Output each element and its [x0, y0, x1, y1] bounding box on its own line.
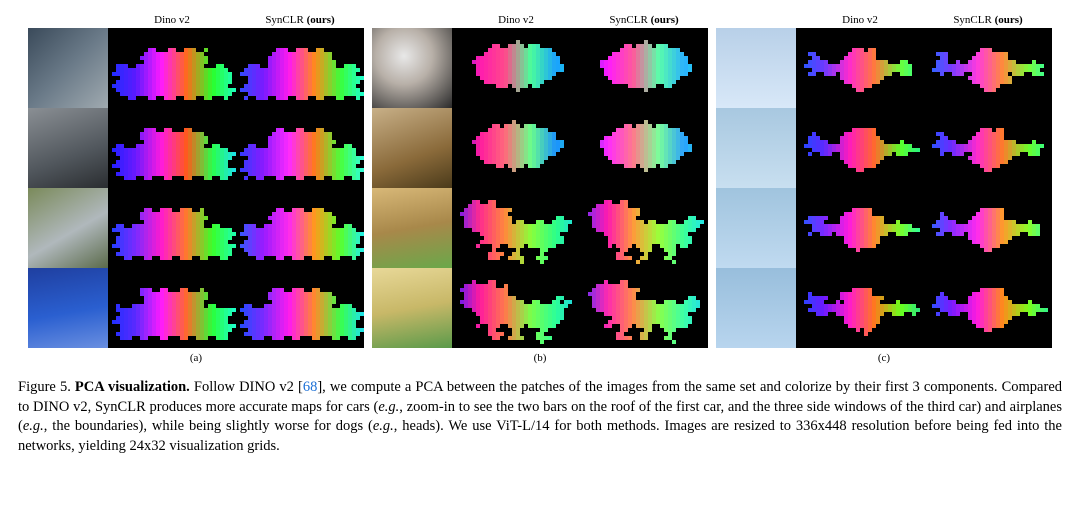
- pca-visualization: [580, 108, 708, 188]
- pca-visualization: [580, 268, 708, 348]
- pca-visualization: [796, 108, 924, 188]
- panel-header: Dino v2SynCLR (ours): [28, 14, 364, 26]
- source-image: [716, 28, 796, 108]
- pca-visualization: [236, 268, 364, 348]
- pca-visualization: [924, 188, 1052, 268]
- source-image: [372, 188, 452, 268]
- panel-label: (a): [190, 352, 202, 364]
- pca-visualization: [452, 28, 580, 108]
- pca-visualization: [580, 188, 708, 268]
- pca-visualization: [796, 28, 924, 108]
- pca-visualization: [452, 108, 580, 188]
- pca-visualization: [924, 108, 1052, 188]
- pca-visualization: [236, 28, 364, 108]
- pca-visualization: [796, 268, 924, 348]
- pca-visualization: [108, 268, 236, 348]
- column-header-dino: Dino v2: [796, 14, 924, 26]
- panel-dogs: Dino v2SynCLR (ours) (b): [372, 14, 708, 364]
- pca-visualization: [108, 28, 236, 108]
- pca-visualization: [924, 268, 1052, 348]
- panel-airplanes: Dino v2SynCLR (ours) (c): [716, 14, 1052, 364]
- source-image: [28, 188, 108, 268]
- source-image: [372, 28, 452, 108]
- source-image: [28, 268, 108, 348]
- pca-visualization: [924, 28, 1052, 108]
- figure-caption: Figure 5. PCA visualization. Follow DINO…: [18, 378, 1062, 456]
- column-header-synclr: SynCLR (ours): [580, 14, 708, 26]
- panel-cars: Dino v2SynCLR (ours) (a): [28, 14, 364, 364]
- column-header-synclr: SynCLR (ours): [236, 14, 364, 26]
- source-image: [372, 268, 452, 348]
- panel-header: Dino v2SynCLR (ours): [372, 14, 708, 26]
- source-image: [28, 108, 108, 188]
- caption-figure-number: Figure 5.: [18, 379, 71, 395]
- pca-visualization: [236, 108, 364, 188]
- column-header-synclr: SynCLR (ours): [924, 14, 1052, 26]
- panel-header: Dino v2SynCLR (ours): [716, 14, 1052, 26]
- source-image: [716, 188, 796, 268]
- panel-grid: [716, 28, 1052, 348]
- pca-visualization: [580, 28, 708, 108]
- pca-visualization: [236, 188, 364, 268]
- source-image: [716, 108, 796, 188]
- pca-visualization: [108, 188, 236, 268]
- source-image: [716, 268, 796, 348]
- source-image: [28, 28, 108, 108]
- panel-label: (c): [878, 352, 890, 364]
- panel-grid: [372, 28, 708, 348]
- citation-ref[interactable]: 68: [303, 379, 318, 395]
- column-header-dino: Dino v2: [108, 14, 236, 26]
- pca-visualization: [452, 188, 580, 268]
- pca-visualization: [796, 188, 924, 268]
- figure-panels: Dino v2SynCLR (ours)(a)Dino v2SynCLR (ou…: [18, 14, 1062, 364]
- column-header-dino: Dino v2: [452, 14, 580, 26]
- panel-grid: [28, 28, 364, 348]
- caption-title: PCA visualization.: [75, 379, 190, 395]
- source-image: [372, 108, 452, 188]
- panel-label: (b): [534, 352, 547, 364]
- pca-visualization: [452, 268, 580, 348]
- pca-visualization: [108, 108, 236, 188]
